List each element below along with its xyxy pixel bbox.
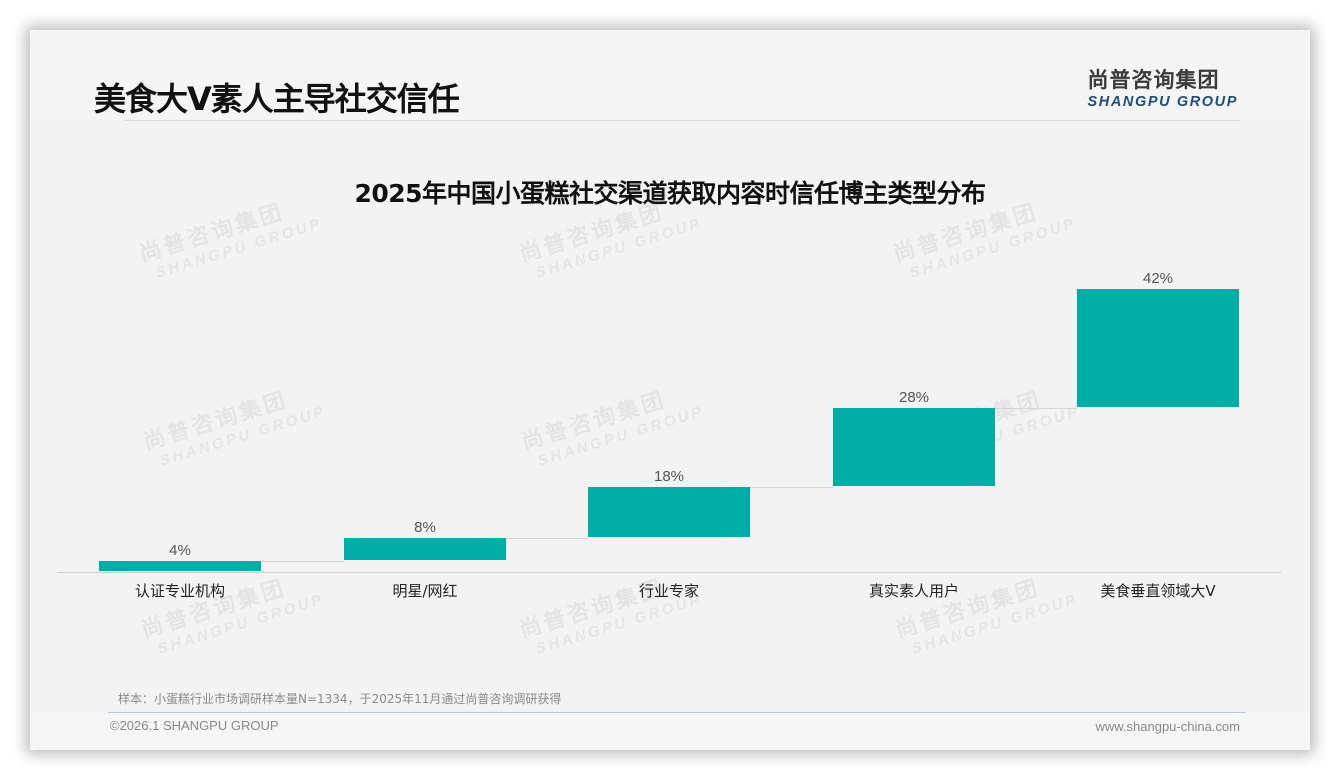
category-label: 明星/网红 (392, 582, 458, 600)
bar-1 (344, 538, 506, 560)
value-label: 42% (1142, 270, 1174, 287)
footer-divider (108, 712, 1246, 713)
website-link[interactable]: www.shangpu-china.com (1095, 719, 1240, 734)
logo-cn-text: 尚普咨询集团 (1087, 68, 1220, 92)
x-axis-line (57, 572, 1281, 573)
copyright-text: ©2026.1 SHANGPU GROUP (110, 718, 279, 733)
waterfall-chart: 4% 认证专业机构 8% 明星/网红 18% 行业专家 28% 真实素人用户 42% 美食垂直领域… (30, 30, 1310, 750)
logo-en-text: SHANGPU GROUP (1087, 94, 1238, 110)
sample-note: 样本：小蛋糕行业市场调研样本量N=1334，于2025年11月通过尚普咨询调研获… (118, 692, 562, 706)
brand-logo: 尚普咨询集团 SHANGPU GROUP (1087, 64, 1238, 110)
category-label: 认证专业机构 (134, 582, 225, 600)
title-divider (124, 120, 1240, 121)
bar-3 (833, 407, 995, 487)
slide: 美食大V素人主导社交信任 尚普咨询集团 SHANGPU GROUP 尚普咨询集团… (30, 30, 1310, 750)
value-label: 8% (414, 519, 436, 537)
connector-line (995, 407, 1077, 409)
bar-0 (99, 560, 261, 571)
chart-title: 2025年中国小蛋糕社交渠道获取内容时信任博主类型分布 (354, 179, 986, 208)
category-label: 行业专家 (638, 582, 699, 600)
bar-2 (588, 487, 750, 538)
category-label: 真实素人用户 (868, 582, 959, 600)
value-label: 28% (898, 388, 930, 406)
connector-line (506, 538, 588, 540)
connector-line (261, 560, 344, 562)
page-title: 美食大V素人主导社交信任 (94, 80, 460, 118)
category-label: 美食垂直领域大V (1100, 582, 1216, 600)
value-label: 4% (169, 541, 191, 559)
connector-line (750, 487, 833, 489)
footer-band (30, 713, 1310, 750)
header-band (30, 30, 1310, 120)
bar-4 (1077, 289, 1239, 407)
value-label: 18% (653, 468, 685, 486)
